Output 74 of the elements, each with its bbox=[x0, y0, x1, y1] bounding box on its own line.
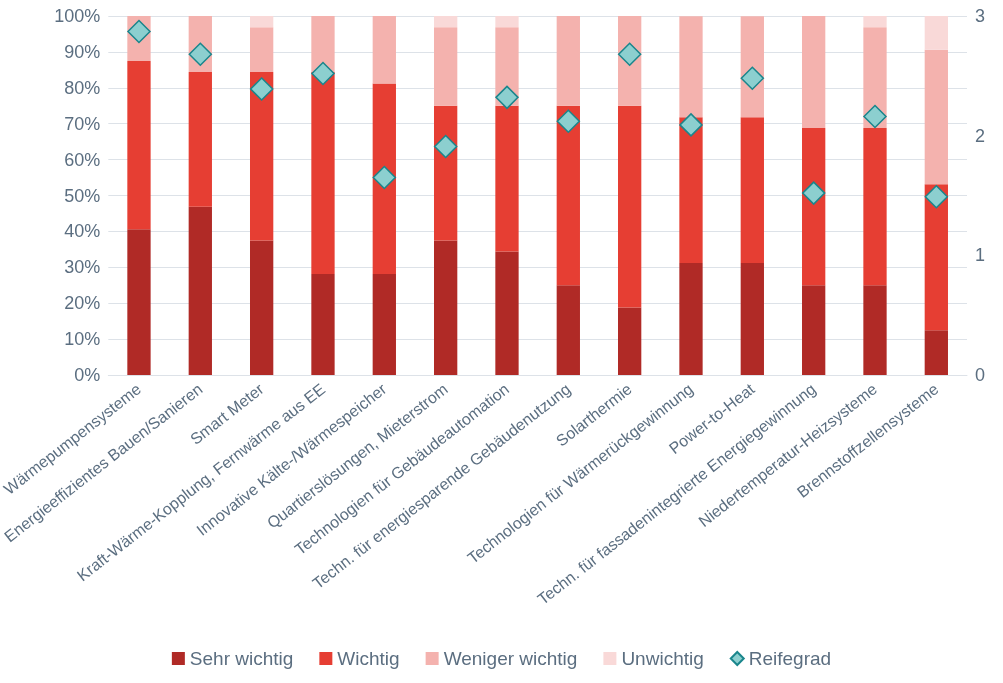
bar bbox=[372, 274, 396, 375]
bar bbox=[250, 16, 274, 28]
y-tick-label: 80% bbox=[64, 77, 101, 98]
bar bbox=[495, 251, 519, 375]
bar bbox=[679, 262, 703, 375]
bar bbox=[924, 49, 948, 185]
bar bbox=[740, 117, 764, 263]
y-tick-label: 10% bbox=[64, 329, 101, 350]
y-tick-label: 70% bbox=[64, 113, 101, 134]
bar bbox=[372, 83, 396, 275]
legend-label: Reifegrad bbox=[748, 648, 832, 669]
point bbox=[127, 19, 151, 44]
y2-tick-label: 2 bbox=[975, 125, 986, 146]
bar bbox=[250, 72, 274, 241]
bar bbox=[311, 72, 335, 275]
point bbox=[372, 165, 397, 190]
y-tick-label: 100% bbox=[54, 6, 101, 26]
bar bbox=[372, 16, 396, 84]
y-tick-label: 50% bbox=[64, 185, 101, 206]
y-tick-label: 90% bbox=[64, 41, 101, 62]
bar bbox=[311, 16, 335, 72]
bar bbox=[434, 16, 458, 28]
y-tick-label: 20% bbox=[64, 293, 101, 314]
legend-label: Weniger wichtig bbox=[443, 648, 578, 669]
y2-tick-label: 0 bbox=[975, 365, 986, 385]
bar bbox=[863, 16, 887, 28]
point bbox=[433, 134, 458, 159]
bar bbox=[311, 274, 335, 375]
bar bbox=[495, 16, 519, 28]
bar bbox=[556, 16, 580, 106]
point bbox=[495, 85, 519, 110]
bar bbox=[434, 27, 458, 106]
bar bbox=[618, 307, 642, 375]
bar bbox=[250, 27, 274, 72]
bar bbox=[679, 117, 703, 263]
bar bbox=[556, 105, 580, 286]
y-tick-label: 60% bbox=[64, 149, 101, 170]
y2-tick-label: 1 bbox=[975, 245, 986, 266]
bar bbox=[127, 60, 151, 230]
bar bbox=[679, 16, 703, 118]
point bbox=[617, 42, 642, 67]
point bbox=[924, 184, 949, 209]
bar bbox=[802, 285, 826, 375]
bar bbox=[924, 330, 948, 375]
bar bbox=[495, 105, 519, 252]
bar bbox=[802, 128, 826, 286]
bar bbox=[924, 184, 948, 331]
bar bbox=[740, 262, 764, 375]
y-tick-label: 40% bbox=[64, 221, 101, 242]
point bbox=[801, 181, 826, 205]
point bbox=[249, 77, 274, 101]
bar bbox=[188, 206, 212, 375]
bar bbox=[863, 128, 887, 286]
legend-label: Wichtig bbox=[337, 648, 400, 669]
bar bbox=[127, 229, 151, 375]
point bbox=[188, 42, 213, 67]
bar bbox=[188, 72, 212, 207]
bar bbox=[250, 240, 274, 375]
point bbox=[679, 113, 703, 137]
point bbox=[311, 61, 335, 86]
bar bbox=[556, 285, 580, 375]
bar bbox=[863, 285, 887, 375]
point bbox=[863, 104, 887, 129]
y-tick-label: 30% bbox=[64, 257, 101, 278]
y2-tick-label: 3 bbox=[975, 6, 986, 26]
bar bbox=[802, 16, 826, 129]
bar bbox=[924, 16, 948, 50]
bar bbox=[434, 240, 458, 375]
legend-label: Sehr wichtig bbox=[189, 648, 294, 669]
bar bbox=[618, 105, 642, 308]
legend-label: Unwichtig bbox=[621, 648, 704, 669]
point bbox=[556, 109, 581, 134]
y-tick-label: 0% bbox=[74, 365, 101, 385]
point bbox=[740, 66, 765, 90]
